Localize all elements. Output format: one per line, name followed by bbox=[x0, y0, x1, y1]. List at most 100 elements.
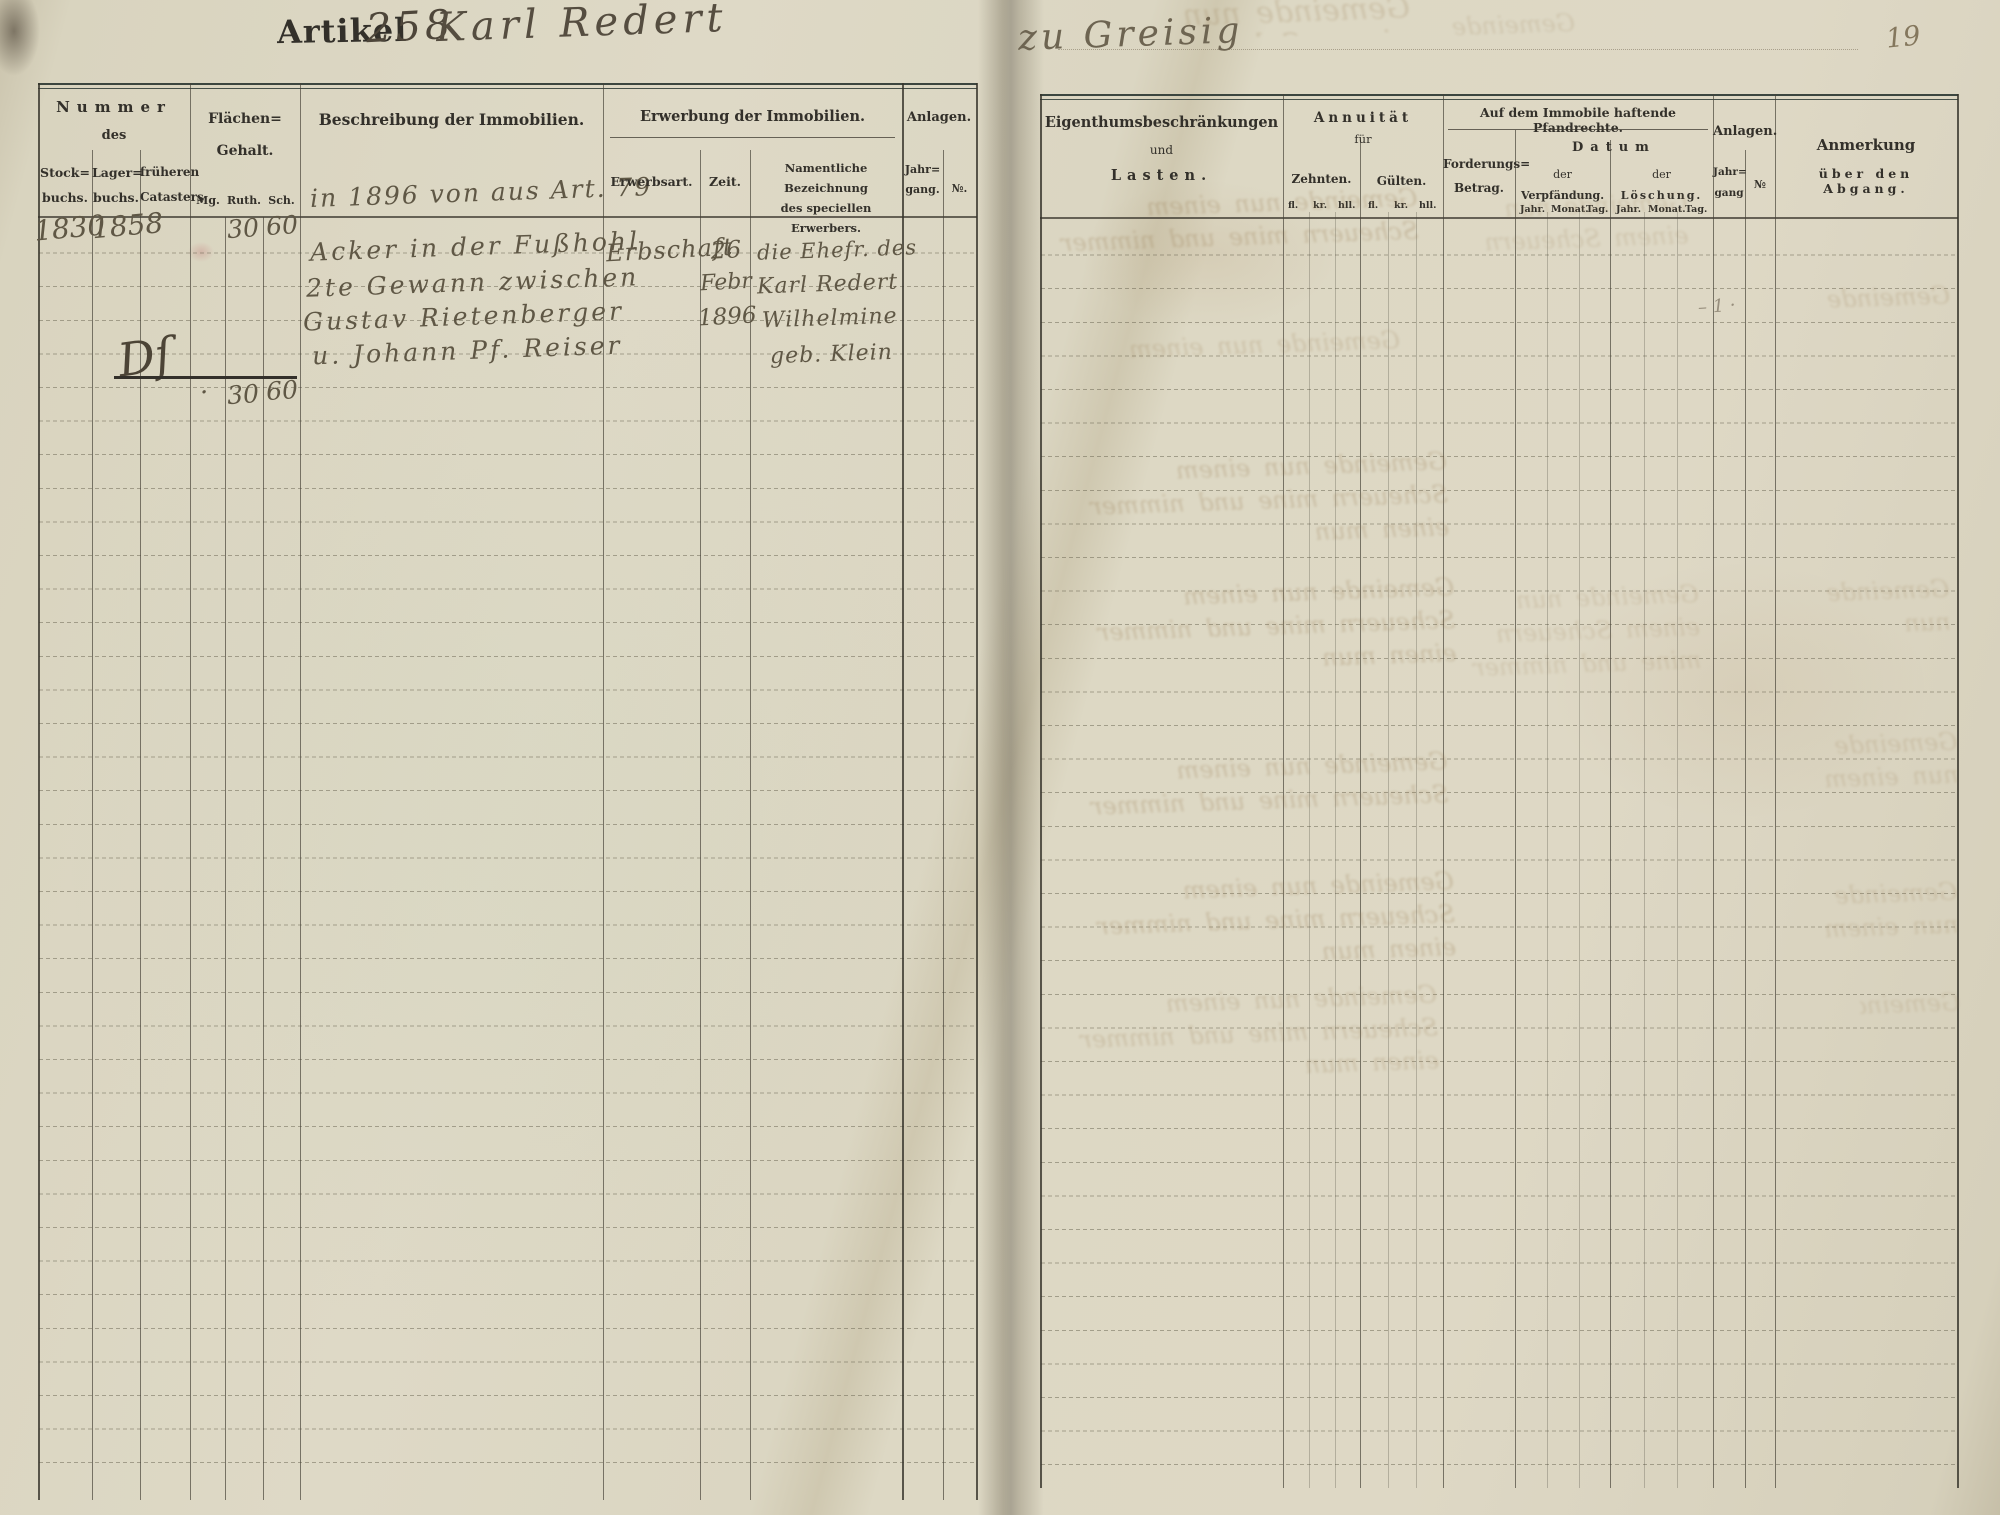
col-header-lagerbuchs: Lager= buchs. bbox=[92, 160, 143, 210]
label-line: Jahr= bbox=[1713, 166, 1747, 178]
binding-gutter bbox=[978, 0, 1044, 1515]
entry-stockbuchs: 1830 bbox=[32, 208, 107, 248]
label-line: Jahr= bbox=[904, 163, 941, 176]
bleed-through-ghost: Gemeinde nun einem Scheuern mine und nim… bbox=[1053, 865, 1457, 979]
bleed-through-ghost: Gemeinde nun einem Scheuern mine und nim… bbox=[1057, 182, 1419, 261]
col-header-erwerbung: Erwerbung der Immobilien. bbox=[639, 108, 866, 125]
entry-erwerber-line: Karl Redert bbox=[756, 269, 899, 300]
label-line: Löschung. bbox=[1620, 189, 1703, 202]
column-line bbox=[140, 150, 141, 1500]
unit-kr: kr. bbox=[1394, 200, 1409, 211]
column-line bbox=[1040, 94, 1042, 1488]
paper-stain bbox=[0, 0, 40, 76]
col-header-jahrgang-right: Jahr= gang bbox=[1713, 162, 1747, 204]
bleed-through-ghost: Gemeinde nun einem Scheuern mine und nim… bbox=[1149, 0, 1411, 41]
col-header-annuitaet: Annuität für bbox=[1283, 110, 1443, 146]
ghost-line: Gemeinde nun einem Scheuern mine und nim… bbox=[1472, 580, 1702, 684]
col-header-erwerbsart: Erwerbsart. bbox=[610, 174, 693, 189]
label-line: Stock= bbox=[40, 165, 90, 180]
label-line: gang bbox=[1714, 187, 1744, 199]
left-table-top-border bbox=[38, 83, 977, 89]
ghost-line: Gemeinde nun einem Scheuern mine und nim… bbox=[1097, 573, 1457, 672]
col-header-nummer: Nummer bbox=[56, 98, 172, 116]
column-line bbox=[902, 83, 904, 1500]
folio-number: 19 bbox=[1884, 20, 1922, 55]
bleed-through-ghost: Gemeinde nun einem Scheuern mine und nim… bbox=[1394, 7, 1575, 49]
ghost-line: Gemeinde nun einem Scheuern mine und nim… bbox=[1823, 727, 1960, 797]
right-header-bottom-rule bbox=[1040, 217, 1958, 219]
label-line: über den Abgang. bbox=[1818, 166, 1914, 196]
col-header-verpfaendung: der Verpfändung. bbox=[1515, 164, 1610, 206]
entry-lagerbuchs: 1858 bbox=[90, 206, 165, 246]
column-line bbox=[700, 150, 701, 1500]
ghost-line: Gemeinde nun einem Scheuern mine und nim… bbox=[1823, 877, 1960, 947]
column-subline bbox=[1644, 212, 1645, 1488]
column-subline bbox=[1677, 212, 1678, 1488]
col-header-anlagen-left: Anlagen. bbox=[906, 110, 972, 125]
column-subline bbox=[1579, 212, 1580, 1488]
unit-jahr: Jahr. bbox=[1616, 204, 1641, 215]
column-line bbox=[38, 83, 40, 1500]
bleed-through-ghost: Gemeinde nun einem Scheuern mine und nim… bbox=[1057, 745, 1449, 825]
left-row-ruling bbox=[39, 220, 976, 1496]
col-header-eigenthum: Eigenthumsbeschränkungen und Lasten. bbox=[1040, 114, 1283, 184]
label-line: für bbox=[1354, 132, 1372, 146]
bleed-through-ghost: Gemeinde nun einem Scheuern mine und nim… bbox=[1799, 279, 1950, 318]
sum-sch: 60 bbox=[265, 374, 299, 407]
erwerbung-underline bbox=[610, 137, 895, 138]
column-line bbox=[190, 83, 191, 1500]
label-line: früheren bbox=[140, 165, 200, 179]
col-header-des: des bbox=[101, 128, 127, 143]
column-line bbox=[1360, 140, 1361, 1488]
sum-ruth: 30 bbox=[226, 378, 260, 411]
col-header-no-right: № bbox=[1754, 178, 1766, 191]
column-subline bbox=[1309, 212, 1310, 1488]
ghost-line: Gemeinde nun einem Scheuern mine und nim… bbox=[1441, 8, 1576, 49]
label-line: Anmerkung bbox=[1816, 136, 1916, 154]
column-line bbox=[225, 217, 226, 1500]
column-line bbox=[1957, 94, 1959, 1488]
column-line bbox=[943, 150, 944, 1500]
bleed-through-ghost: Gemeinde nun einem Scheuern mine und nim… bbox=[1819, 573, 1951, 643]
unit-monat: Monat. bbox=[1551, 204, 1589, 215]
label-line: buchs. bbox=[42, 190, 88, 205]
bleed-through-ghost: Gemeinde nun einem Scheuern mine und nim… bbox=[1056, 978, 1440, 1091]
beschreibung-handwritten-note: in 1896 von aus Art. 79 bbox=[309, 172, 653, 213]
col-header-zeit: Zeit. bbox=[709, 174, 741, 189]
unit-tag: Tag. bbox=[1685, 204, 1708, 215]
col-header-no-left: №. bbox=[951, 182, 968, 195]
column-line bbox=[603, 83, 604, 1500]
pfandrechte-underline bbox=[1448, 129, 1708, 130]
label-line: Annuität bbox=[1313, 110, 1413, 126]
unit-fl: fl. bbox=[1368, 200, 1379, 211]
unit-fl: fl. bbox=[1288, 200, 1299, 211]
bleed-through-ghost: Gemeinde nun einem Scheuern mine und nim… bbox=[1817, 876, 1959, 947]
label-line: Flächen= bbox=[208, 111, 282, 127]
col-header-datum: Datum bbox=[1572, 140, 1656, 155]
column-line bbox=[1745, 150, 1746, 1488]
sum-dot: · bbox=[200, 378, 209, 408]
bleed-through-ghost: Gemeinde nun einem Scheuern mine und nim… bbox=[1477, 186, 1689, 259]
bleed-through-ghost: Gemeinde nun einem Scheuern mine und nim… bbox=[1859, 986, 1960, 1023]
column-line bbox=[92, 150, 93, 1500]
col-header-guelten: Gülten. bbox=[1376, 174, 1427, 188]
entry-sch: 60 bbox=[265, 209, 299, 242]
left-header-bottom-rule bbox=[38, 216, 977, 218]
column-line bbox=[1610, 140, 1611, 1488]
entry-zeit-line: 26 bbox=[710, 235, 742, 265]
owner-name-handwritten: Karl Redert bbox=[435, 0, 729, 52]
col-header-cataster: früheren Catasters bbox=[140, 160, 204, 210]
column-line bbox=[1775, 94, 1776, 1488]
entry-ruth: 30 bbox=[226, 212, 260, 245]
unit-ruth: Ruth. bbox=[226, 194, 262, 207]
label-line: der bbox=[1553, 168, 1572, 181]
entry-erwerber-line: geb. Klein bbox=[769, 339, 894, 370]
bleed-through-ghost: Gemeinde nun einem Scheuern mine und nim… bbox=[1468, 578, 1702, 684]
pencil-mark: – 1 · bbox=[1697, 294, 1737, 319]
ghost-line: Gemeinde nun einem Scheuern mine und nim… bbox=[1079, 980, 1440, 1080]
col-header-anlagen-right: Anlagen. bbox=[1713, 124, 1778, 139]
label-line: Forderungs= bbox=[1443, 157, 1531, 171]
label-line: gang. bbox=[905, 183, 940, 196]
column-subline bbox=[1547, 212, 1548, 1488]
